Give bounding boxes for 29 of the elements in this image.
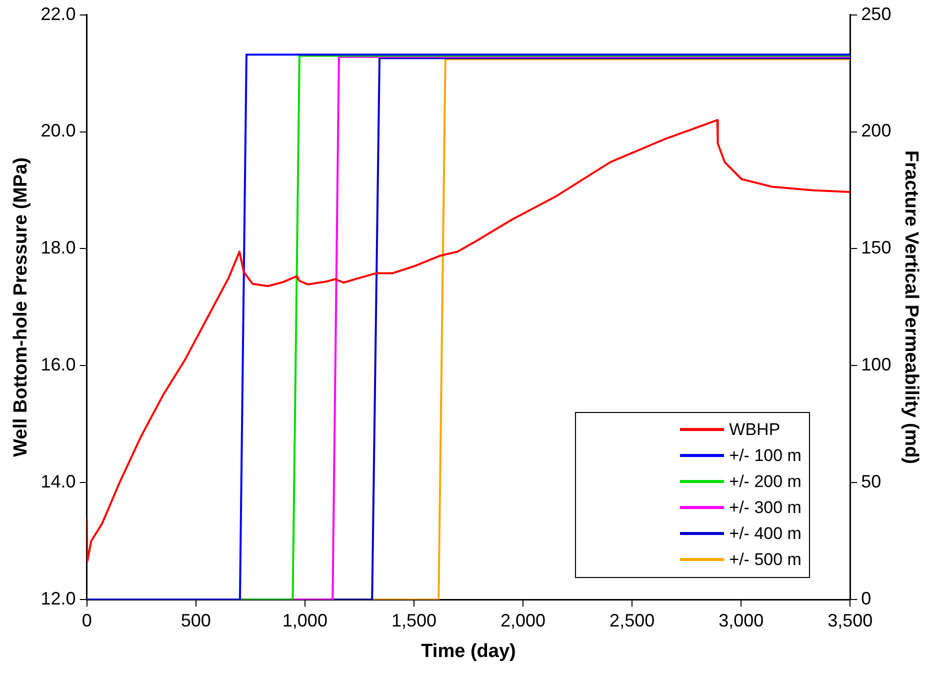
y-tick-label: 20.0 bbox=[40, 120, 76, 141]
legend-label: WBHP bbox=[729, 420, 780, 440]
legend-label: +/- 300 m bbox=[729, 498, 802, 518]
legend-label: +/- 100 m bbox=[729, 446, 802, 466]
x-tick-label: 0 bbox=[82, 610, 92, 630]
x-axis-title: Time (day) bbox=[421, 640, 516, 662]
y-tick-label: 12.0 bbox=[40, 588, 76, 609]
x-tick-label: 1,000 bbox=[282, 610, 328, 630]
x-tick-label: 2,000 bbox=[500, 610, 546, 630]
x-tick-label: 3,500 bbox=[828, 610, 873, 630]
x-tick-label: 500 bbox=[180, 610, 211, 630]
y2-tick-label: 150 bbox=[861, 238, 892, 258]
y2-tick-label: 200 bbox=[861, 120, 892, 141]
y2-tick-label: 100 bbox=[861, 354, 892, 375]
y-tick-label: 16.0 bbox=[40, 354, 76, 375]
y-tick-label: 14.0 bbox=[40, 472, 76, 492]
y2-tick-label: 0 bbox=[861, 588, 872, 609]
legend-label: +/- 200 m bbox=[729, 472, 802, 492]
y2-tick-label: 250 bbox=[861, 4, 892, 24]
y-tick-label: 18.0 bbox=[40, 238, 76, 258]
y-tick-label: 22.0 bbox=[40, 4, 76, 24]
legend-label: +/- 500 m bbox=[729, 550, 802, 570]
x-tick-label: 2,500 bbox=[610, 610, 655, 630]
legend-label: +/- 400 m bbox=[729, 524, 802, 544]
y2-tick-label: 50 bbox=[861, 472, 882, 492]
y-axis-title: Well Bottom-hole Pressure (MPa) bbox=[10, 157, 32, 457]
x-tick-label: 1,500 bbox=[391, 610, 436, 630]
x-tick-label: 3,000 bbox=[718, 610, 764, 630]
y2-axis-title: Fracture Vertical Permeability (md) bbox=[900, 150, 922, 464]
